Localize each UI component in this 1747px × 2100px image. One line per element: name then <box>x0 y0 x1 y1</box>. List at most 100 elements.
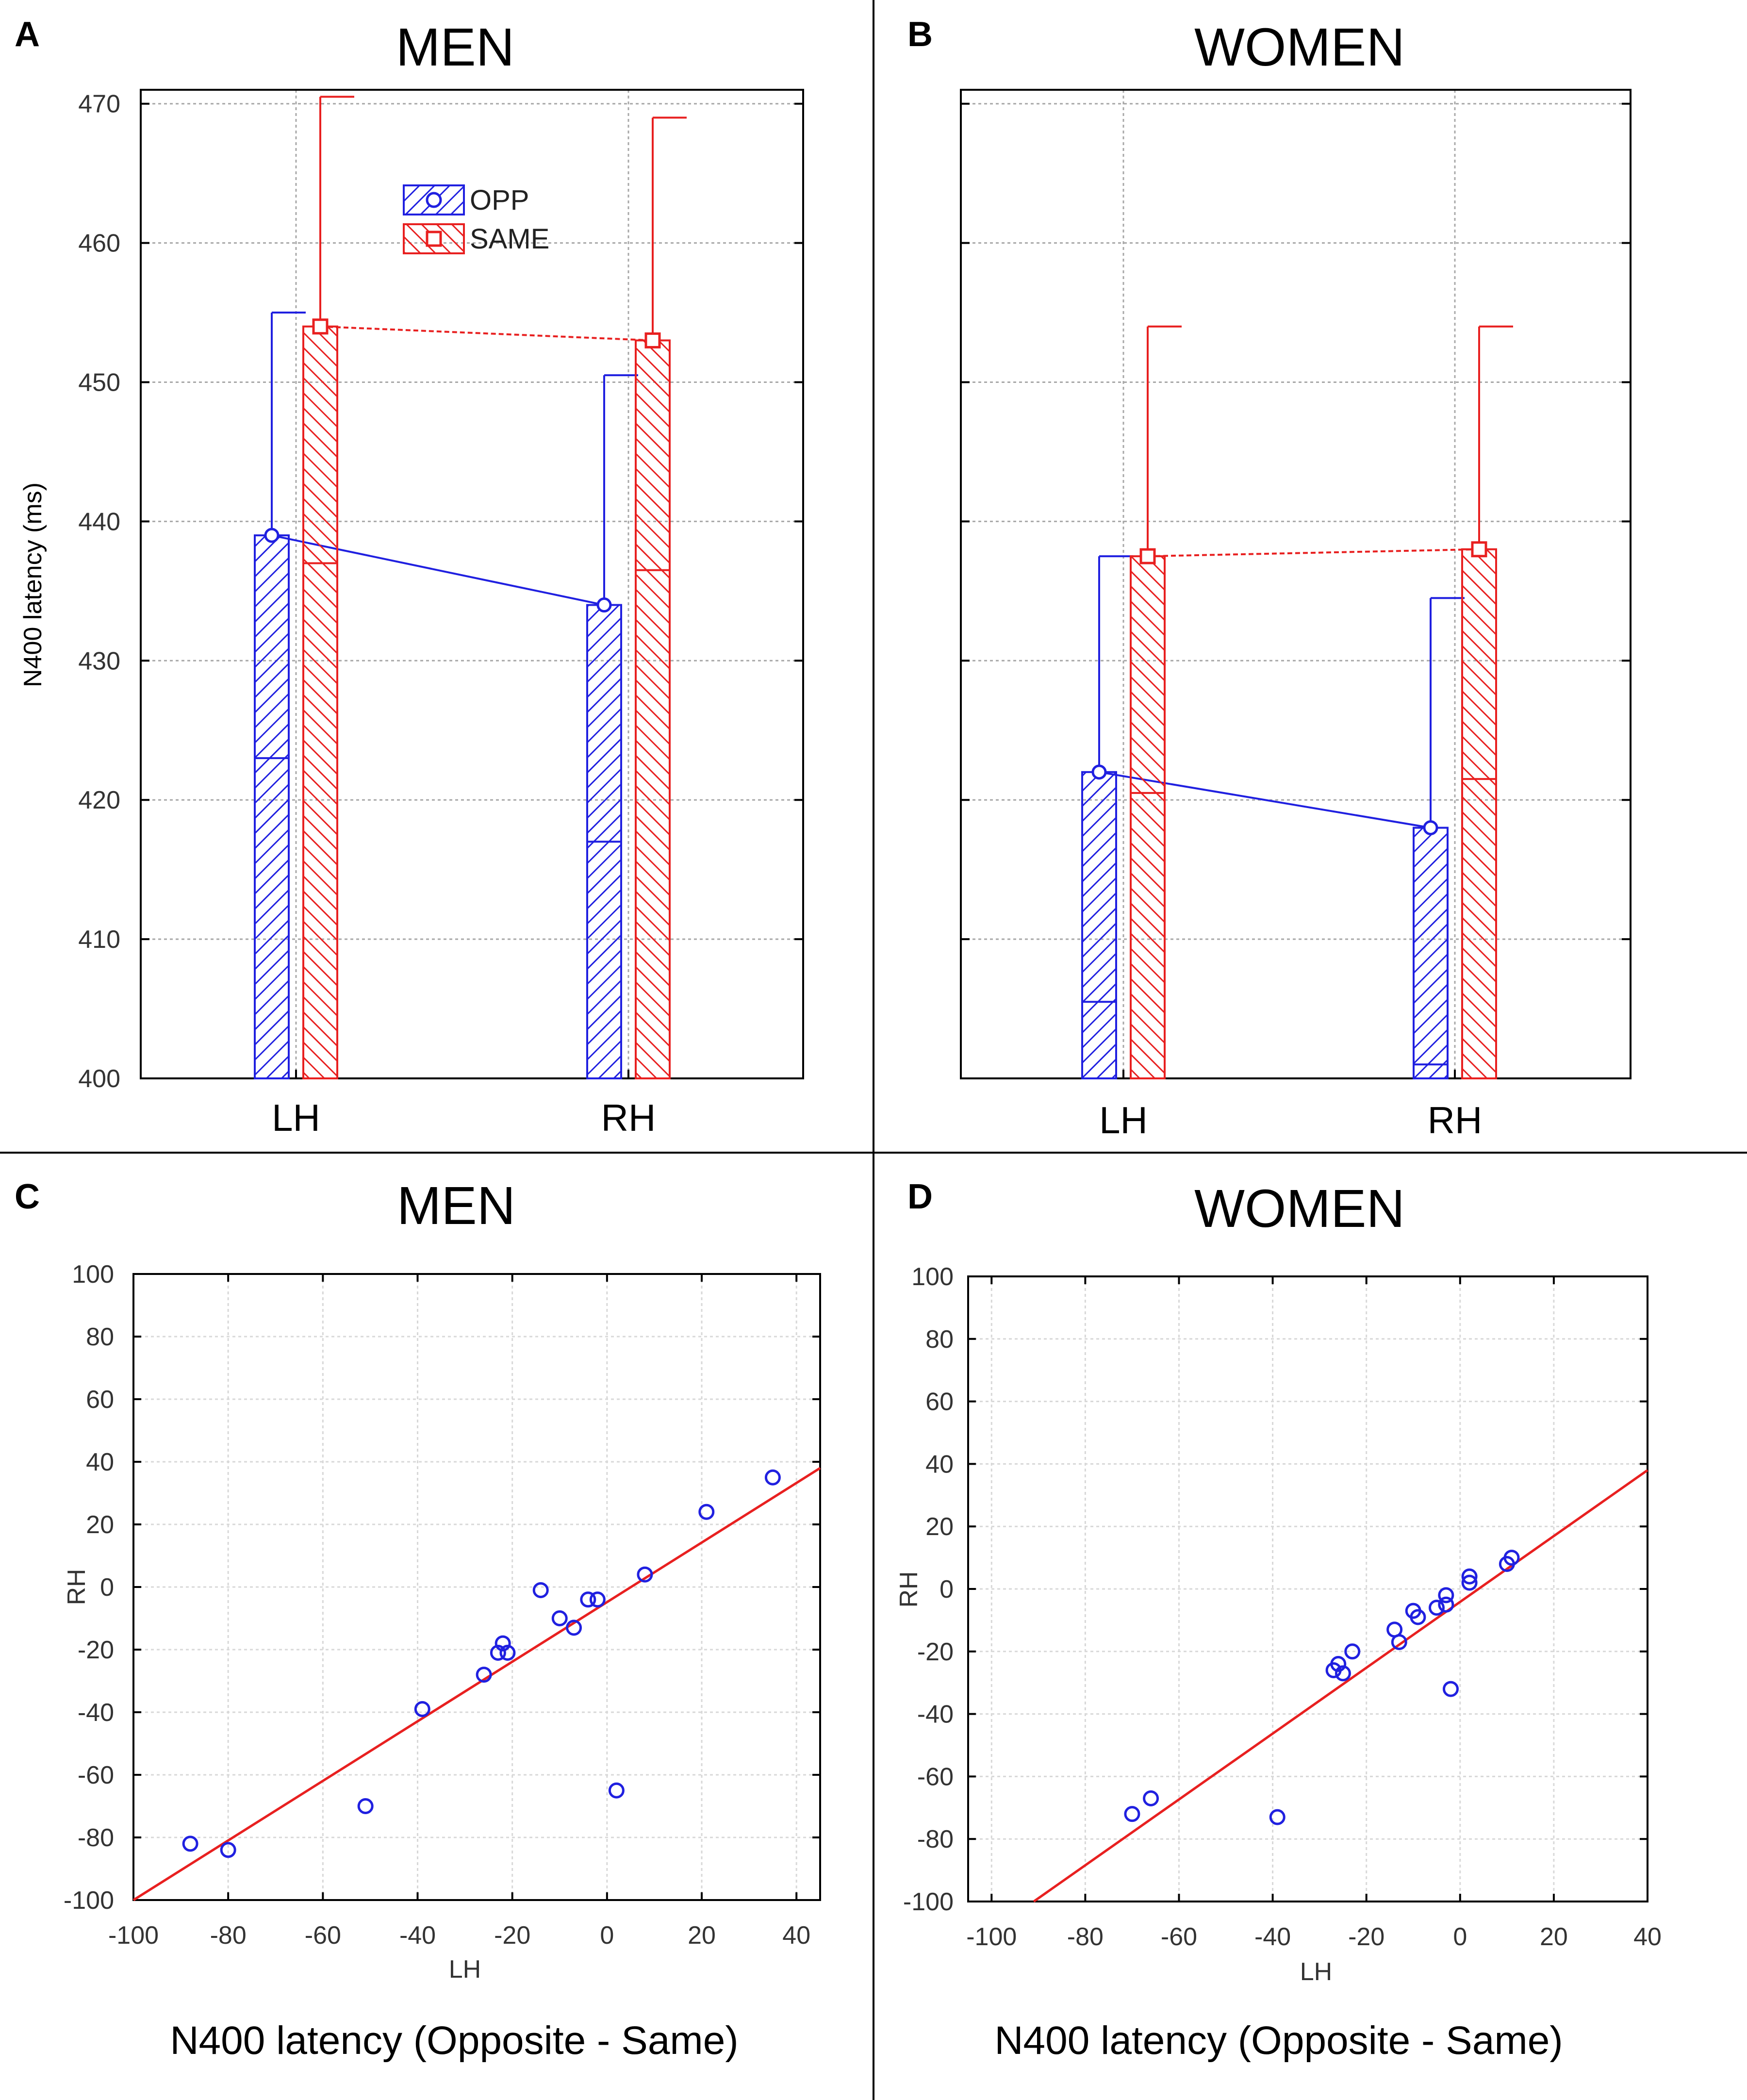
panel-b-title: WOMEN <box>1194 17 1405 77</box>
panel-a-ylabel: N400 latency (ms) <box>19 482 47 687</box>
bar-same <box>1461 548 1497 1079</box>
y-tick-label: -60 <box>917 1763 954 1791</box>
scatter-point <box>490 1644 506 1661</box>
y-tick-label: -100 <box>903 1888 954 1916</box>
y-tick-label: -80 <box>78 1824 114 1852</box>
y-tick-label: 40 <box>925 1450 954 1478</box>
panel-d-xlabel: LH <box>1300 1958 1332 1986</box>
x-tick-label: -60 <box>1161 1923 1197 1951</box>
scatter-point <box>1143 1790 1159 1806</box>
y-tick-label: 20 <box>86 1511 114 1539</box>
scatter-point <box>1438 1587 1454 1604</box>
mean-marker-same <box>644 332 661 348</box>
x-tick-label: -20 <box>1348 1923 1384 1951</box>
scatter-point <box>1438 1596 1454 1613</box>
x-tick-label: -40 <box>1254 1923 1291 1951</box>
y-tick-label: 460 <box>78 230 120 258</box>
panel-letter-d: D <box>907 1177 933 1216</box>
x-tick-label: 20 <box>1540 1923 1568 1951</box>
mean-marker-same <box>1139 548 1156 564</box>
x-tick-label: -80 <box>210 1921 247 1950</box>
mean-marker-same <box>312 318 329 335</box>
y-tick-label: 420 <box>78 786 120 814</box>
scatter-point <box>1391 1634 1407 1650</box>
y-tick-label: 20 <box>925 1513 954 1541</box>
mean-line-same <box>1147 548 1480 558</box>
y-tick-label: 80 <box>86 1323 114 1351</box>
panel-c-y-axis: -100 -80 -60 -40 -20 0 20 40 60 80 100 <box>64 1260 820 1915</box>
panel-d-women-scatter: WOMEN -100 -80 -60 -40 -20 0 20 40 -100 -80 -60 -4… <box>895 1179 1662 2063</box>
y-tick-label: 450 <box>78 368 120 397</box>
x-tick-label: LH <box>272 1096 320 1139</box>
scatter-point <box>637 1566 653 1583</box>
scatter-point <box>608 1782 625 1799</box>
scatter-point <box>494 1635 511 1652</box>
panel-c-x-axis: -100 -80 -60 -40 -20 0 20 40 <box>108 1274 810 1950</box>
bar-same <box>635 339 671 1080</box>
legend-marker-opp <box>426 192 442 208</box>
scatter-point <box>580 1591 596 1608</box>
panel-d-y-axis: -100 -80 -60 -40 -20 0 20 40 60 80 100 <box>903 1263 1648 1916</box>
x-tick-label: -60 <box>305 1921 341 1950</box>
y-tick-label: 100 <box>911 1263 954 1291</box>
panel-letter-a: A <box>15 15 40 54</box>
y-tick-label: 410 <box>78 926 120 954</box>
legend-label-same: SAME <box>470 223 549 255</box>
mean-marker-opp <box>596 597 612 613</box>
y-tick-label: -40 <box>917 1701 954 1729</box>
panel-d-x-axis: -100 -80 -60 -40 -20 0 20 40 <box>966 1276 1662 1951</box>
y-tick-label: -20 <box>917 1638 954 1666</box>
panel-a-grid <box>141 90 803 1078</box>
regression-line <box>132 1467 821 1902</box>
panel-d-marks <box>1033 1469 1648 1903</box>
panel-d-ylabel: RH <box>895 1571 923 1607</box>
panel-c-men-scatter: MEN -100 -80 -60 -40 -20 0 20 40 -100-80-60-40-… <box>63 1176 821 2063</box>
scatter-point <box>357 1798 374 1814</box>
x-tick-label: LH <box>1099 1099 1148 1141</box>
scatter-point <box>1461 1574 1478 1591</box>
y-tick-label: -100 <box>64 1886 114 1915</box>
y-tick-label: 40 <box>86 1448 114 1476</box>
x-tick-label: 40 <box>1633 1923 1662 1951</box>
bar-opp <box>1081 771 1117 1079</box>
scatter-point <box>1269 1809 1286 1825</box>
mean-line-same <box>320 325 653 342</box>
panel-c-ylabel: RH <box>63 1569 91 1605</box>
scatter-point <box>532 1582 549 1598</box>
x-tick-label: RH <box>601 1096 656 1139</box>
scatter-point <box>1442 1681 1459 1697</box>
panel-a-legend: OPP SAME <box>403 184 549 255</box>
x-tick-label: -20 <box>494 1921 530 1950</box>
y-tick-label: 430 <box>78 647 120 675</box>
legend-marker-same <box>426 231 442 247</box>
scatter-point <box>1503 1550 1520 1566</box>
x-tick-label: -100 <box>966 1923 1017 1951</box>
scatter-point <box>1124 1806 1140 1822</box>
regression-line <box>1033 1469 1648 1903</box>
scatter-point <box>551 1610 568 1626</box>
panel-a-marks: LH RH <box>254 96 687 1139</box>
scatter-point <box>1461 1568 1478 1585</box>
scatter-point <box>1330 1656 1347 1672</box>
x-tick-label: RH <box>1428 1099 1483 1141</box>
panel-b-grid <box>961 90 1631 1078</box>
panel-letter-b: B <box>907 15 933 54</box>
panel-a-title: MEN <box>396 17 514 77</box>
y-tick-label: -80 <box>917 1825 954 1853</box>
panel-c-xlabel: LH <box>449 1955 481 1984</box>
mean-marker-opp <box>264 528 280 543</box>
y-tick-label: 60 <box>86 1386 114 1414</box>
panel-d-title: WOMEN <box>1194 1179 1405 1239</box>
y-tick-label: -60 <box>78 1761 114 1789</box>
panel-d-caption: N400 latency (Opposite - Same) <box>994 2018 1563 2063</box>
panel-c-caption: N400 latency (Opposite - Same) <box>170 2018 738 2063</box>
scatter-point <box>182 1835 198 1852</box>
panel-a-plot-frame <box>140 89 804 1079</box>
mean-marker-same <box>1471 541 1487 558</box>
x-tick-label: 0 <box>1453 1923 1467 1951</box>
scatter-point <box>476 1667 492 1683</box>
y-tick-label: 60 <box>925 1388 954 1416</box>
x-tick-label: 40 <box>782 1921 810 1950</box>
y-tick-label: 0 <box>100 1573 114 1602</box>
